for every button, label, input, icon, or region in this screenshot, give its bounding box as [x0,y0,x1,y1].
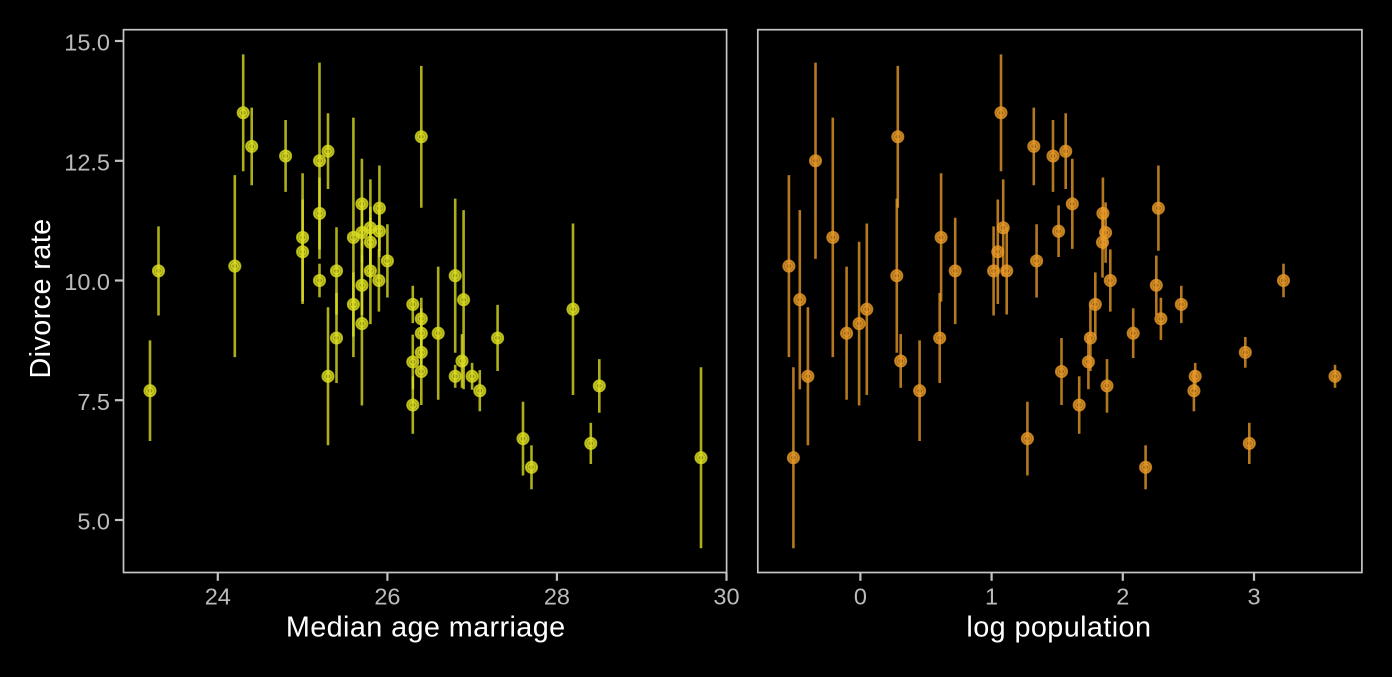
svg-text:12.5: 12.5 [64,149,110,175]
svg-text:5.0: 5.0 [77,509,110,535]
svg-text:15.0: 15.0 [64,30,110,56]
svg-text:10.0: 10.0 [64,269,110,295]
svg-text:26: 26 [374,584,400,610]
svg-text:30: 30 [713,584,739,610]
svg-text:2: 2 [1116,584,1129,610]
svg-text:28: 28 [544,584,570,610]
svg-text:Divorce rate: Divorce rate [25,218,57,378]
svg-text:24: 24 [205,584,231,610]
svg-text:3: 3 [1247,584,1260,610]
svg-text:7.5: 7.5 [77,389,110,415]
svg-text:0: 0 [854,584,867,610]
svg-text:1: 1 [985,584,998,610]
svg-text:log population: log population [966,612,1151,644]
svg-text:Median age marriage: Median age marriage [286,612,566,644]
